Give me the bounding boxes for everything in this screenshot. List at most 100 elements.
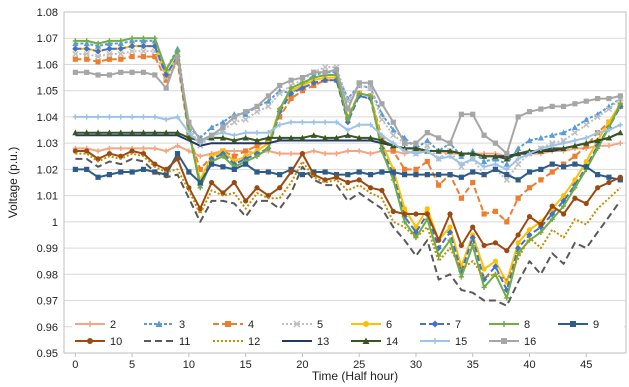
data-point-9 xyxy=(277,172,283,178)
data-point-10 xyxy=(606,179,612,186)
data-point-15 xyxy=(72,114,78,120)
y-tick-label: 0.96 xyxy=(37,322,58,334)
data-point-3 xyxy=(537,134,544,141)
data-point-14 xyxy=(583,140,590,146)
legend-marker-7 xyxy=(431,320,439,328)
data-point-9 xyxy=(572,161,578,167)
data-point-16 xyxy=(436,135,442,141)
data-point-4 xyxy=(402,166,408,172)
data-point-9 xyxy=(504,172,510,178)
data-point-16 xyxy=(515,114,521,120)
data-point-15 xyxy=(504,166,510,172)
legend-item-11: 11 xyxy=(144,336,190,348)
data-point-15 xyxy=(606,127,612,133)
legend-item-15: 15 xyxy=(420,336,467,348)
legend-item-13: 13 xyxy=(282,336,329,348)
x-axis-ticks: 0 5 10 15 20 25 30 35 40 45 xyxy=(72,353,592,371)
data-point-9 xyxy=(288,166,294,172)
data-point-15 xyxy=(595,130,601,136)
data-point-14 xyxy=(140,129,147,136)
data-point-4 xyxy=(560,161,567,167)
data-point-10 xyxy=(197,206,203,212)
data-point-16 xyxy=(492,140,499,146)
data-point-7 xyxy=(219,150,227,157)
data-point-10 xyxy=(106,151,113,157)
data-point-6 xyxy=(447,224,453,230)
data-point-4 xyxy=(84,56,90,62)
data-point-16 xyxy=(572,101,578,107)
data-point-14 xyxy=(163,129,170,136)
data-point-8 xyxy=(515,250,521,256)
series-12 xyxy=(75,152,621,281)
data-point-14 xyxy=(605,134,613,141)
data-point-8 xyxy=(356,90,362,96)
data-point-16 xyxy=(208,132,215,138)
data-point-3 xyxy=(583,116,590,123)
data-point-14 xyxy=(515,150,522,157)
data-point-9 xyxy=(560,164,567,170)
data-point-8 xyxy=(458,274,464,280)
data-point-14 xyxy=(356,134,363,141)
data-point-3 xyxy=(571,124,579,131)
data-point-9 xyxy=(481,172,487,178)
data-point-2 xyxy=(174,143,181,149)
data-point-15 xyxy=(140,114,147,120)
data-point-8 xyxy=(106,38,113,44)
data-point-2 xyxy=(356,148,362,154)
data-point-10 xyxy=(492,240,499,246)
data-point-10 xyxy=(447,211,453,217)
data-point-10 xyxy=(356,177,362,183)
data-point-6 xyxy=(560,193,567,199)
data-point-8 xyxy=(174,48,181,54)
data-point-8 xyxy=(288,85,294,91)
data-point-8 xyxy=(402,219,408,225)
data-point-4 xyxy=(572,153,578,159)
data-point-14 xyxy=(469,150,476,157)
data-point-15 xyxy=(254,130,260,136)
data-point-10 xyxy=(299,151,306,157)
data-point-14 xyxy=(265,134,272,141)
data-point-5 xyxy=(242,116,249,123)
data-point-10 xyxy=(515,232,521,238)
data-point-9 xyxy=(606,174,612,180)
data-point-14 xyxy=(174,129,181,136)
data-point-10 xyxy=(118,153,124,159)
data-point-8 xyxy=(277,106,283,112)
data-point-9 xyxy=(470,169,476,175)
legend-marker-16 xyxy=(501,338,507,344)
data-point-10 xyxy=(549,203,555,209)
data-point-5 xyxy=(458,163,465,170)
data-point-9 xyxy=(140,166,147,172)
data-point-16 xyxy=(186,119,192,125)
data-point-16 xyxy=(174,53,181,60)
legend-label-14: 14 xyxy=(386,336,398,348)
data-point-3 xyxy=(424,137,431,144)
data-point-8 xyxy=(220,153,226,159)
data-point-8 xyxy=(538,229,544,235)
data-point-15 xyxy=(106,114,113,120)
y-axis-ticks: 0.95 0.96 0.97 0.98 0.99 1 1.01 1.02 1.03 1.04 1.0… xyxy=(37,7,58,360)
y-tick-label: 1.04 xyxy=(37,112,58,124)
data-point-10 xyxy=(288,169,294,175)
legend-item-5: 5 xyxy=(282,319,323,331)
data-point-7 xyxy=(322,77,329,84)
data-point-9 xyxy=(345,172,351,178)
data-point-14 xyxy=(83,129,90,136)
data-point-14 xyxy=(571,142,579,149)
data-point-9 xyxy=(186,169,192,175)
data-point-8 xyxy=(152,35,158,41)
data-point-9 xyxy=(413,172,419,178)
data-point-10 xyxy=(243,198,249,204)
data-point-14 xyxy=(310,132,317,138)
data-point-14 xyxy=(242,134,249,141)
legend-item-9: 9 xyxy=(558,319,599,331)
data-point-15 xyxy=(277,122,283,128)
x-tick-label: 10 xyxy=(183,359,195,371)
data-point-16 xyxy=(106,72,113,78)
data-point-5 xyxy=(231,119,238,126)
data-point-7 xyxy=(594,142,601,149)
legend-label-8: 8 xyxy=(524,319,530,331)
data-point-9 xyxy=(299,172,306,178)
x-tick-label: 0 xyxy=(72,359,78,371)
